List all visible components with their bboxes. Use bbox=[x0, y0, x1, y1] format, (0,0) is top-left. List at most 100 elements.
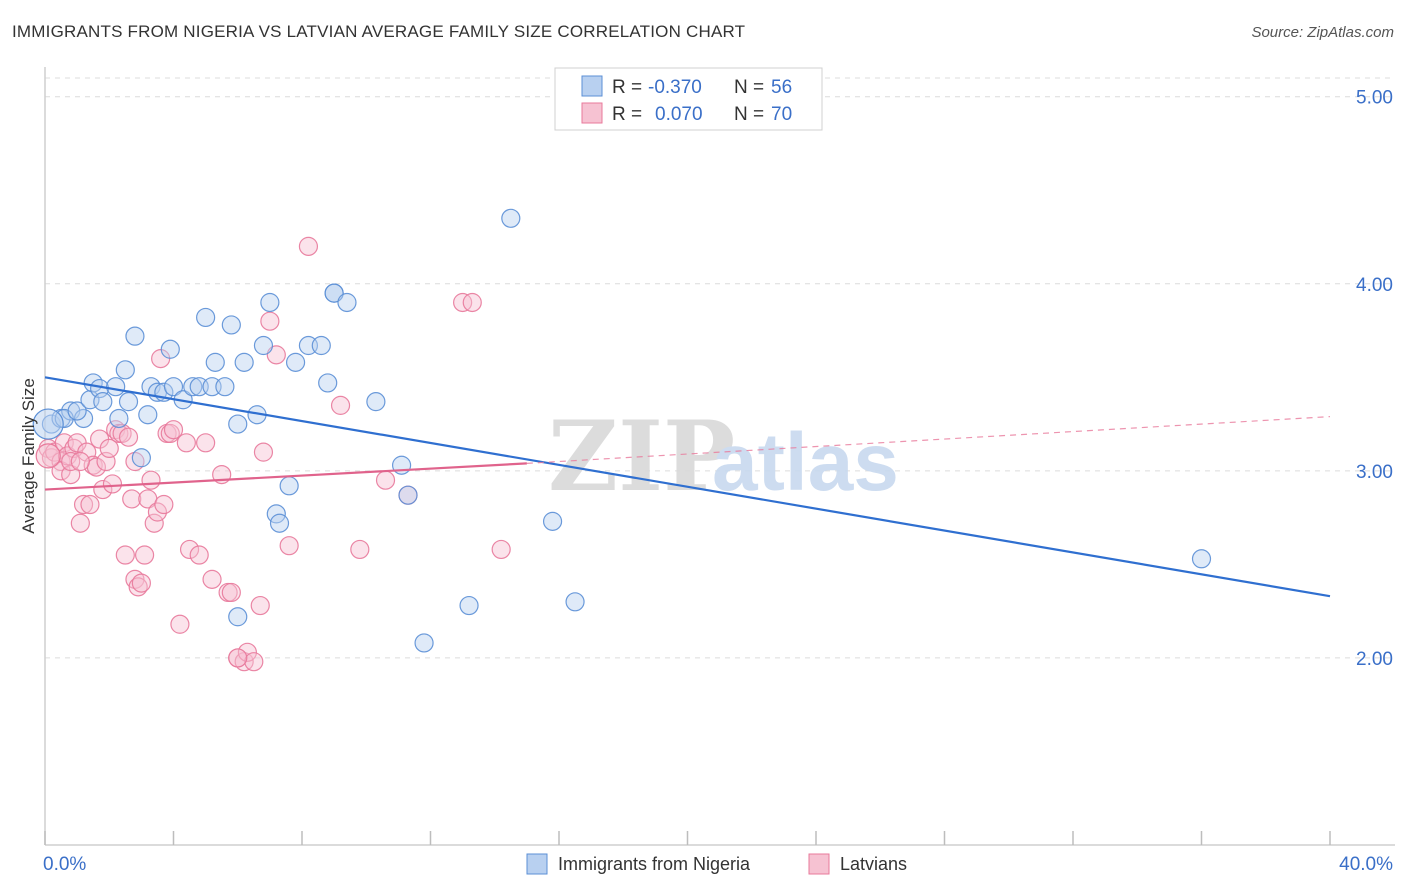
latvians-point bbox=[134, 545, 155, 565]
latvians-point bbox=[61, 451, 81, 472]
latvians-point bbox=[237, 642, 257, 662]
nigeria-point bbox=[253, 335, 274, 356]
latvians-swatch bbox=[581, 102, 603, 124]
nigeria-point bbox=[205, 352, 225, 372]
latvians-point bbox=[170, 614, 190, 634]
latvians-point bbox=[163, 420, 184, 440]
nigeria-cluster-point bbox=[32, 408, 64, 440]
latvians-point bbox=[330, 395, 351, 415]
nigeria-r-label: R = bbox=[612, 77, 642, 98]
legend-latvians-label: Latvians bbox=[840, 854, 907, 874]
latvians-cluster-point bbox=[35, 443, 61, 469]
y-tick-label: 5.00 bbox=[1356, 88, 1393, 109]
nigeria-point bbox=[109, 408, 129, 429]
latvians-r-label: R = bbox=[612, 104, 642, 125]
axes: 2.00 3.00 4.00 5.00 0.0% 40.0% bbox=[43, 67, 1395, 875]
nigeria-n-label: N = bbox=[734, 77, 764, 98]
nigeria-point bbox=[279, 476, 299, 496]
legend-nigeria-label: Immigrants from Nigeria bbox=[558, 854, 751, 874]
nigeria-point bbox=[324, 283, 344, 303]
latvians-point bbox=[160, 423, 180, 444]
latvians-point bbox=[250, 595, 270, 616]
watermark-atlas: atlas bbox=[712, 417, 899, 508]
latvians-points bbox=[35, 236, 511, 672]
nigeria-point bbox=[269, 513, 290, 533]
legend-latvians-swatch bbox=[808, 853, 830, 875]
latvians-point bbox=[102, 474, 123, 494]
latvians-point bbox=[141, 470, 161, 490]
latvians-point bbox=[61, 464, 81, 485]
latvians-point bbox=[70, 513, 90, 533]
latvians-n-value: 70 bbox=[771, 104, 792, 125]
nigeria-point bbox=[228, 607, 248, 627]
latvians-point bbox=[179, 539, 200, 560]
nigeria-swatch bbox=[581, 75, 603, 97]
latvians-point bbox=[221, 582, 241, 603]
latvians-trend-extension bbox=[526, 416, 1331, 464]
nigeria-point bbox=[398, 485, 418, 505]
nigeria-point bbox=[501, 208, 521, 228]
nigeria-point bbox=[160, 339, 180, 359]
nigeria-point bbox=[1191, 549, 1212, 569]
nigeria-point bbox=[73, 408, 94, 429]
nigeria-point bbox=[183, 377, 203, 397]
latvians-point bbox=[453, 292, 473, 313]
nigeria-point bbox=[260, 292, 280, 313]
latvians-point bbox=[228, 648, 248, 668]
nigeria-point bbox=[115, 360, 135, 380]
x-tick-label: 40.0% bbox=[1339, 854, 1393, 875]
y-axis-label: Average Family Size bbox=[19, 378, 38, 534]
latvians-point bbox=[350, 539, 370, 560]
latvians-point bbox=[189, 545, 209, 565]
latvians-point bbox=[260, 311, 280, 331]
nigeria-point bbox=[285, 352, 306, 372]
y-tick-label: 3.00 bbox=[1356, 462, 1393, 483]
y-tick-label: 4.00 bbox=[1356, 275, 1393, 296]
latvians-point bbox=[144, 513, 164, 533]
nigeria-point bbox=[67, 401, 87, 421]
nigeria-point bbox=[221, 315, 241, 335]
nigeria-n-value: 56 bbox=[771, 77, 792, 98]
legend-nigeria-swatch bbox=[526, 853, 548, 875]
latvians-point bbox=[128, 577, 148, 597]
nigeria-point bbox=[337, 292, 357, 313]
nigeria-point bbox=[215, 377, 235, 397]
watermark: ZIP atlas bbox=[548, 400, 899, 513]
latvians-point bbox=[147, 502, 168, 522]
latvians-point bbox=[118, 427, 139, 447]
trend-lines bbox=[44, 376, 1331, 598]
latvians-point bbox=[70, 451, 90, 472]
series-legend: Immigrants from Nigeria Latvians bbox=[526, 853, 907, 875]
latvians-point bbox=[244, 652, 264, 672]
nigeria-point bbox=[414, 633, 434, 653]
nigeria-point bbox=[118, 392, 139, 412]
latvians-point bbox=[131, 573, 151, 593]
latvians-point bbox=[202, 569, 222, 589]
nigeria-point bbox=[459, 595, 479, 616]
nigeria-trend-line bbox=[44, 376, 1331, 598]
latvians-point bbox=[266, 345, 286, 365]
latvians-r-value: 0.070 bbox=[655, 104, 703, 125]
nigeria-point bbox=[228, 414, 248, 434]
nigeria-point bbox=[366, 392, 386, 412]
latvians-point bbox=[83, 455, 103, 475]
latvians-point bbox=[99, 438, 119, 459]
latvians-point bbox=[196, 433, 216, 453]
nigeria-point bbox=[196, 307, 216, 328]
latvians-point bbox=[93, 479, 113, 500]
nigeria-point bbox=[93, 392, 113, 412]
latvians-point bbox=[115, 545, 135, 565]
nigeria-point bbox=[542, 511, 563, 531]
latvians-point bbox=[375, 470, 396, 490]
nigeria-point bbox=[138, 405, 158, 425]
latvians-point bbox=[253, 442, 274, 462]
nigeria-r-value: -0.370 bbox=[648, 77, 702, 98]
nigeria-point bbox=[106, 377, 126, 397]
nigeria-point bbox=[565, 592, 585, 612]
latvians-trend-line bbox=[44, 462, 527, 491]
nigeria-point bbox=[131, 448, 151, 468]
nigeria-point bbox=[318, 373, 338, 393]
latvians-point bbox=[122, 489, 142, 509]
x-tick-label: 0.0% bbox=[43, 854, 86, 875]
